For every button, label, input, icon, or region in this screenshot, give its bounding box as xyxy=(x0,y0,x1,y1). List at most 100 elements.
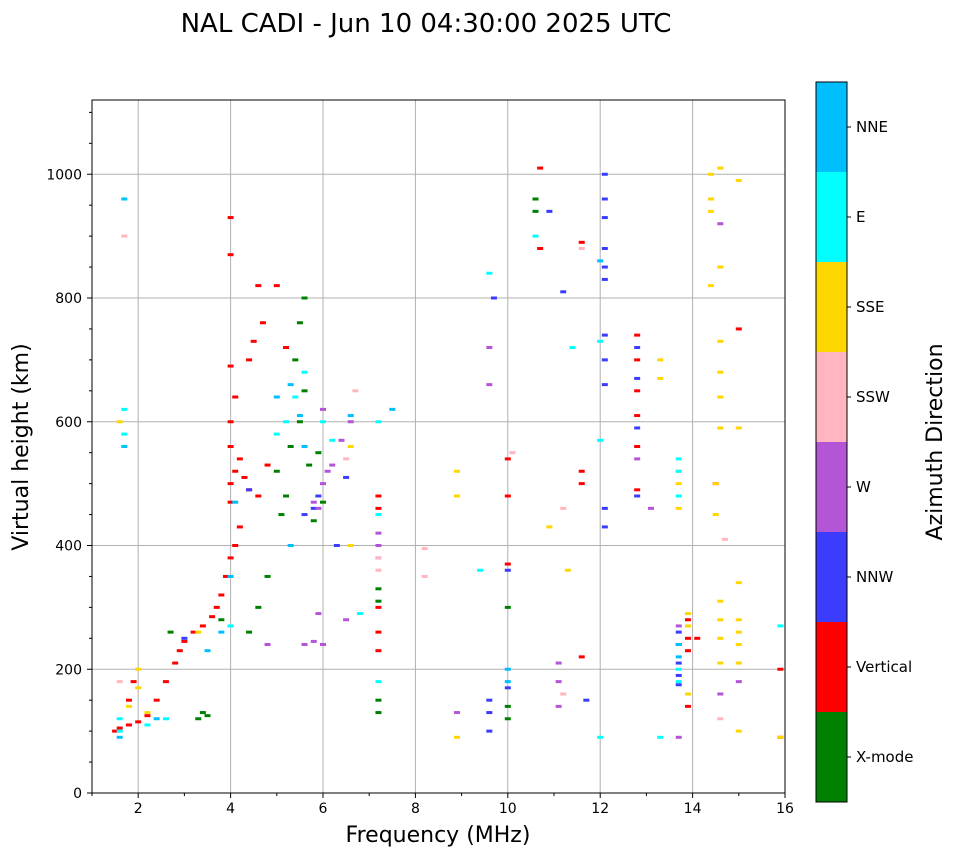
data-point xyxy=(634,426,641,430)
data-point xyxy=(246,630,253,634)
data-point xyxy=(310,506,317,510)
data-point xyxy=(347,420,354,424)
data-point xyxy=(735,630,742,634)
data-point xyxy=(555,704,562,708)
data-point xyxy=(634,445,641,448)
data-point xyxy=(537,166,544,170)
data-point xyxy=(310,500,317,504)
data-point xyxy=(578,469,585,473)
data-point xyxy=(218,630,225,634)
data-point xyxy=(121,234,128,238)
chart-title: NAL CADI - Jun 10 04:30:00 2025 UTC xyxy=(181,9,672,39)
data-point xyxy=(601,216,608,220)
colorbar-label: E xyxy=(856,208,865,226)
data-point xyxy=(246,488,253,492)
data-point xyxy=(375,630,382,634)
data-point xyxy=(675,643,682,646)
data-point xyxy=(486,711,493,715)
data-point xyxy=(453,735,460,739)
data-point xyxy=(246,358,253,362)
data-point xyxy=(320,643,326,646)
data-point xyxy=(292,395,299,399)
data-point xyxy=(162,680,169,684)
data-point xyxy=(218,593,225,597)
x-axis-label: Frequency (MHz) xyxy=(346,823,531,848)
data-point xyxy=(717,395,724,399)
data-point xyxy=(486,346,493,349)
data-point xyxy=(121,445,128,448)
series-ssw xyxy=(116,234,728,721)
y-tick-label: 0 xyxy=(73,786,82,802)
data-point xyxy=(236,457,243,461)
data-point xyxy=(675,683,682,687)
data-point xyxy=(717,661,724,665)
data-point xyxy=(684,612,691,616)
data-point xyxy=(121,197,128,201)
data-point xyxy=(578,240,585,244)
data-point xyxy=(712,513,719,517)
data-point xyxy=(597,339,604,343)
data-point xyxy=(504,568,511,572)
data-point xyxy=(347,544,354,547)
data-point xyxy=(735,618,742,622)
data-point xyxy=(232,469,239,473)
data-point xyxy=(717,166,724,170)
data-point xyxy=(504,704,511,708)
data-point xyxy=(292,358,299,362)
data-point xyxy=(329,438,336,442)
data-point xyxy=(343,475,350,479)
data-point xyxy=(717,599,724,603)
data-point xyxy=(717,717,724,721)
data-point xyxy=(634,494,641,498)
data-point xyxy=(717,618,724,622)
data-point xyxy=(735,178,742,182)
series-sse xyxy=(116,166,784,739)
colorbar-segment xyxy=(816,172,847,262)
data-point xyxy=(601,172,608,176)
data-point xyxy=(717,426,724,430)
data-point xyxy=(199,711,206,715)
data-point xyxy=(694,636,701,640)
data-point xyxy=(375,587,382,591)
series-x-mode xyxy=(167,197,539,721)
data-point xyxy=(453,711,460,715)
data-point xyxy=(555,680,562,684)
data-point xyxy=(657,735,664,739)
data-point xyxy=(375,494,382,498)
data-point xyxy=(135,686,142,690)
data-point xyxy=(264,643,271,646)
data-point xyxy=(675,624,682,628)
data-point xyxy=(509,451,516,455)
data-point xyxy=(236,525,243,529)
data-point xyxy=(657,358,664,362)
data-point xyxy=(296,321,303,325)
series-e xyxy=(116,234,784,739)
data-point xyxy=(204,649,211,653)
data-point xyxy=(375,649,382,653)
data-point xyxy=(338,438,345,442)
data-point xyxy=(532,234,539,238)
data-point xyxy=(684,624,691,628)
data-point xyxy=(717,265,724,269)
data-point xyxy=(273,284,280,288)
data-point xyxy=(735,680,742,684)
data-point xyxy=(675,506,682,510)
y-tick-label: 400 xyxy=(55,539,82,555)
data-point xyxy=(684,704,691,708)
data-point xyxy=(634,488,641,492)
data-point xyxy=(259,321,266,325)
data-point xyxy=(301,370,308,374)
data-point xyxy=(144,714,151,718)
data-point xyxy=(546,525,553,529)
data-point xyxy=(273,469,280,473)
data-point xyxy=(227,364,234,368)
data-point xyxy=(504,494,511,498)
data-point xyxy=(301,513,308,517)
data-point xyxy=(195,630,202,634)
x-tick-label: 14 xyxy=(684,801,702,817)
data-point xyxy=(153,717,160,721)
data-point xyxy=(195,717,202,721)
data-point xyxy=(675,457,682,461)
data-point xyxy=(167,630,174,634)
data-point xyxy=(227,556,234,560)
